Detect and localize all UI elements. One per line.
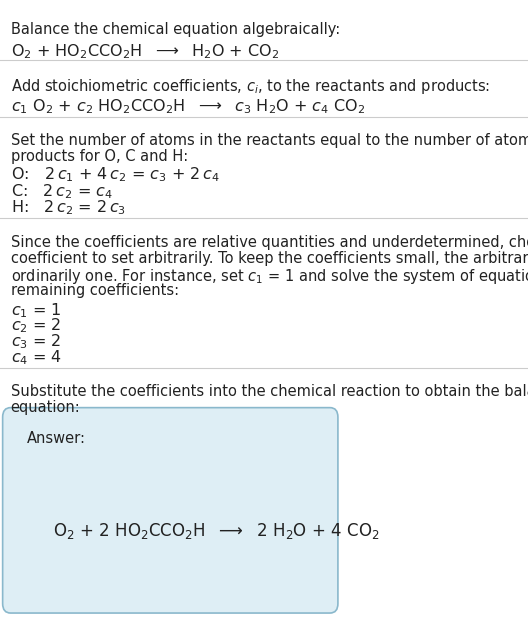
Text: $\mathregular{O_2}$ + $\mathregular{HO_2CCO_2H}$  $\longrightarrow$  $\mathregul: $\mathregular{O_2}$ + $\mathregular{HO_2… — [11, 42, 279, 61]
Text: Since the coefficients are relative quantities and underdetermined, choose a: Since the coefficients are relative quan… — [11, 235, 528, 250]
Text: $c_1$ = 1: $c_1$ = 1 — [11, 301, 61, 320]
Text: $\mathregular{O_2}$ + 2 $\mathregular{HO_2CCO_2H}$  $\longrightarrow$  2 $\mathr: $\mathregular{O_2}$ + 2 $\mathregular{HO… — [53, 521, 379, 541]
FancyBboxPatch shape — [3, 408, 338, 613]
Text: $c_3$ = 2: $c_3$ = 2 — [11, 332, 61, 351]
Text: Substitute the coefficients into the chemical reaction to obtain the balanced: Substitute the coefficients into the che… — [11, 384, 528, 399]
Text: $c_1$ $\mathregular{O_2}$ + $c_2$ $\mathregular{HO_2CCO_2H}$  $\longrightarrow$ : $c_1$ $\mathregular{O_2}$ + $c_2$ $\math… — [11, 97, 365, 116]
Text: O:   $2\,c_1$ + $4\,c_2$ = $c_3$ + $2\,c_4$: O: $2\,c_1$ + $4\,c_2$ = $c_3$ + $2\,c_4… — [11, 166, 219, 185]
Text: products for O, C and H:: products for O, C and H: — [11, 149, 188, 164]
Text: H:   $2\,c_2$ = $2\,c_3$: H: $2\,c_2$ = $2\,c_3$ — [11, 198, 126, 217]
Text: Balance the chemical equation algebraically:: Balance the chemical equation algebraica… — [11, 22, 340, 37]
Text: coefficient to set arbitrarily. To keep the coefficients small, the arbitrary va: coefficient to set arbitrarily. To keep … — [11, 251, 528, 266]
Text: ordinarily one. For instance, set $c_1$ = 1 and solve the system of equations fo: ordinarily one. For instance, set $c_1$ … — [11, 267, 528, 286]
Text: $c_4$ = 4: $c_4$ = 4 — [11, 348, 62, 367]
Text: remaining coefficients:: remaining coefficients: — [11, 283, 178, 298]
Text: Set the number of atoms in the reactants equal to the number of atoms in the: Set the number of atoms in the reactants… — [11, 133, 528, 148]
Text: $c_2$ = 2: $c_2$ = 2 — [11, 317, 61, 336]
Text: Answer:: Answer: — [26, 431, 86, 446]
Text: C:   $2\,c_2$ = $c_4$: C: $2\,c_2$ = $c_4$ — [11, 182, 112, 201]
Text: equation:: equation: — [11, 400, 80, 415]
Text: Add stoichiometric coefficients, $c_i$, to the reactants and products:: Add stoichiometric coefficients, $c_i$, … — [11, 77, 490, 96]
